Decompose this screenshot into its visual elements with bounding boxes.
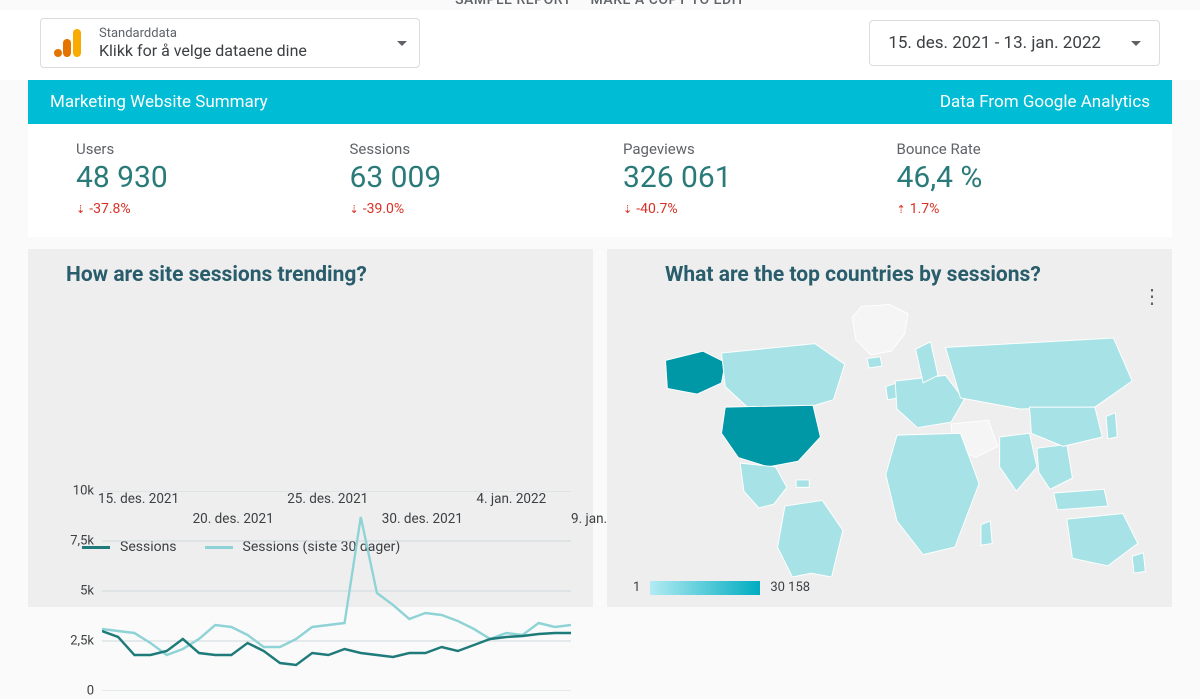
y-tick-label: 5k (80, 584, 94, 599)
banner-left: Marketing Website Summary (50, 92, 268, 112)
kpi-label: Sessions (350, 140, 604, 158)
kpi-value: 326 061 (623, 160, 877, 195)
world-map[interactable]: 1 30 158 (625, 297, 1154, 597)
y-tick-label: 10k (73, 484, 94, 499)
x-tick-label: 15. des. 2021 (98, 491, 179, 507)
trend-panel: How are site sessions trending? 02,5k5k7… (28, 249, 593, 607)
chevron-down-icon (397, 41, 407, 46)
x-tick-label: 20. des. 2021 (193, 511, 274, 527)
banner-right: Data From Google Analytics (940, 92, 1150, 112)
trend-chart: 02,5k5k7,5k10k 15. des. 202125. des. 202… (52, 491, 575, 531)
kpi-value: 46,4 % (897, 160, 1151, 195)
kpi-value: 63 009 (350, 160, 604, 195)
x-tick-label: 4. jan. 2022 (476, 491, 546, 507)
kpi-delta: ⇣-40.7% (623, 201, 877, 217)
kpi-card: Pageviews 326 061 ⇣-40.7% (623, 140, 877, 217)
date-range-picker[interactable]: 15. des. 2021 - 13. jan. 2022 (869, 20, 1160, 66)
x-tick-label: 25. des. 2021 (287, 491, 368, 507)
kpi-delta: ⇣-39.0% (350, 201, 604, 217)
kpi-label: Pageviews (623, 140, 877, 158)
analytics-icon (51, 25, 87, 61)
data-source-value: Klikk for å velge dataene dine (99, 41, 385, 60)
x-axis: 15. des. 202125. des. 20214. jan. 202220… (102, 491, 575, 531)
y-tick-label: 7,5k (70, 534, 94, 549)
sample-report-header: SAMPLE REPORT — MAKE A COPY TO EDIT (0, 0, 1200, 10)
kpi-label: Users (76, 140, 330, 158)
kpi-label: Bounce Rate (897, 140, 1151, 158)
data-source-picker[interactable]: Standarddata Klikk for å velge dataene d… (40, 18, 420, 68)
kpi-card: Users 48 930 ⇣-37.8% (76, 140, 330, 217)
scale-max: 30 158 (770, 580, 810, 595)
data-source-label: Standarddata (99, 26, 385, 41)
kpi-delta: ⇡1.7% (897, 201, 1151, 217)
trend-panel-title: How are site sessions trending? (66, 263, 575, 287)
map-panel-title: What are the top countries by sessions? (665, 263, 1154, 287)
arrow-down-icon: ⇣ (350, 203, 359, 216)
chevron-down-icon (1131, 41, 1141, 46)
summary-banner: Marketing Website Summary Data From Goog… (28, 80, 1172, 124)
y-tick-label: 0 (87, 684, 94, 699)
arrow-down-icon: ⇣ (623, 203, 632, 216)
kpi-row: Users 48 930 ⇣-37.8% Sessions 63 009 ⇣-39.0% P… (28, 124, 1172, 237)
kpi-card: Bounce Rate 46,4 % ⇡1.7% (897, 140, 1151, 217)
kpi-value: 48 930 (76, 160, 330, 195)
map-panel: What are the top countries by sessions? … (607, 249, 1172, 607)
toolbar: Standarddata Klikk for å velge dataene d… (0, 10, 1200, 80)
y-axis: 02,5k5k7,5k10k (52, 491, 100, 691)
scale-bar (650, 581, 760, 595)
y-tick-label: 2,5k (70, 634, 94, 649)
scale-min: 1 (633, 580, 640, 595)
date-range-text: 15. des. 2021 - 13. jan. 2022 (888, 33, 1101, 53)
arrow-down-icon: ⇣ (76, 203, 85, 216)
kpi-delta: ⇣-37.8% (76, 201, 330, 217)
x-tick-label: 30. des. 2021 (382, 511, 463, 527)
map-color-scale: 1 30 158 (633, 580, 810, 595)
kpi-card: Sessions 63 009 ⇣-39.0% (350, 140, 604, 217)
arrow-up-icon: ⇡ (897, 203, 906, 216)
